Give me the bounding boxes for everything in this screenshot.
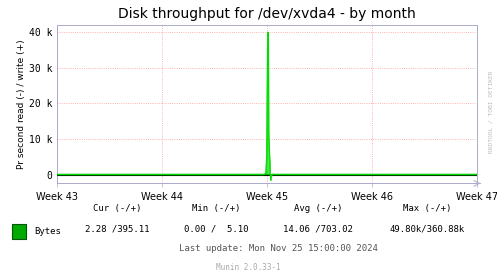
Y-axis label: Pr second read (-) / write (+): Pr second read (-) / write (+) [17, 39, 26, 169]
Text: Cur (-/+): Cur (-/+) [92, 204, 141, 213]
Text: RRDTOOL / TOBI OETIKER: RRDTOOL / TOBI OETIKER [489, 71, 494, 153]
Text: Max (-/+): Max (-/+) [403, 204, 452, 213]
Text: Avg (-/+): Avg (-/+) [294, 204, 342, 213]
Text: Last update: Mon Nov 25 15:00:00 2024: Last update: Mon Nov 25 15:00:00 2024 [179, 244, 378, 253]
Text: 14.06 /703.02: 14.06 /703.02 [283, 224, 353, 233]
Text: 49.80k/360.88k: 49.80k/360.88k [390, 224, 465, 233]
Text: Min (-/+): Min (-/+) [192, 204, 241, 213]
Text: Munin 2.0.33-1: Munin 2.0.33-1 [216, 263, 281, 272]
Title: Disk throughput for /dev/xvda4 - by month: Disk throughput for /dev/xvda4 - by mont… [118, 7, 416, 21]
Text: Bytes: Bytes [34, 227, 61, 236]
Text: 0.00 /  5.10: 0.00 / 5.10 [184, 224, 248, 233]
Text: 2.28 /395.11: 2.28 /395.11 [84, 224, 149, 233]
